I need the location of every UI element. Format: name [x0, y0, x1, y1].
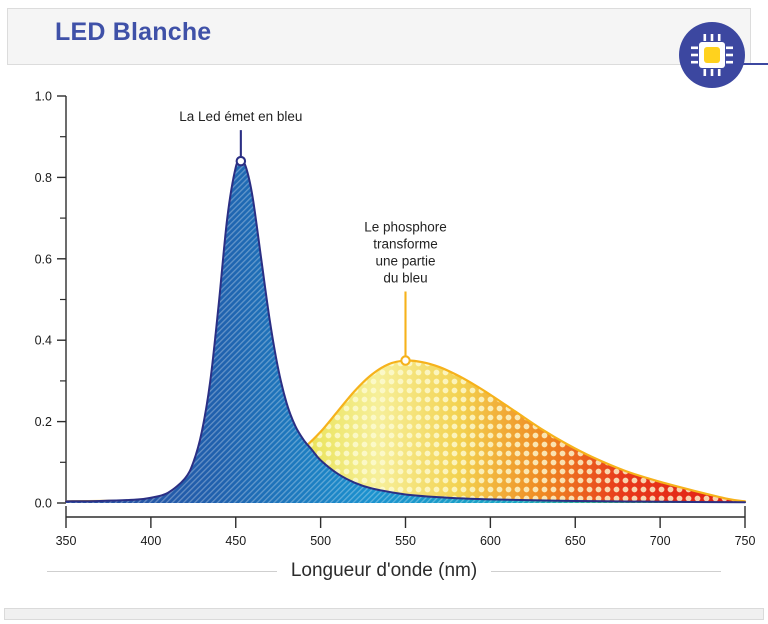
x-axis-caption-row: Longueur d'onde (nm)	[0, 556, 768, 586]
led-chip-icon	[679, 22, 745, 88]
x-tick-label: 550	[395, 534, 416, 548]
y-tick-label: 1.0	[35, 90, 52, 104]
y-tick-label: 0.2	[35, 415, 52, 429]
x-tick-label: 450	[225, 534, 246, 548]
y-tick-label: 0.0	[35, 497, 52, 511]
annotation-line: La Led émet en bleu	[179, 109, 302, 124]
header-bar	[7, 8, 751, 65]
annotation-line: Le phosphore	[364, 220, 447, 235]
x-axis-label: Longueur d'onde (nm)	[290, 560, 478, 581]
caption-rule-right	[491, 570, 722, 572]
x-tick-label: 700	[650, 534, 671, 548]
chart-annotations: La Led émet en bleu Le phosphore transform…	[179, 109, 447, 366]
y-tick-label: 0.6	[35, 252, 52, 266]
annotation-line: transforme	[373, 237, 438, 252]
page-title: LED Blanche	[55, 18, 212, 46]
x-tick-label: 750	[735, 534, 756, 548]
x-tick-label: 400	[140, 534, 161, 548]
annotation-line: du bleu	[383, 271, 427, 286]
x-tick-label: 650	[565, 534, 586, 548]
annotation-blue-emission-note: La Led émet en bleu	[179, 109, 302, 167]
x-tick-label: 500	[310, 534, 331, 548]
x-tick-label: 600	[480, 534, 501, 548]
footer-bar	[4, 608, 764, 620]
caption-rule-left	[46, 570, 277, 572]
spectrum-chart: 0.0 0.2 0.4 0.6 0.8 1.0 350 400 450 500 550 600 650 7…	[0, 80, 768, 550]
annotation-phosphor-note: Le phosphore transforme une partie du bleu	[364, 220, 447, 366]
chart-canvas: 0.0 0.2 0.4 0.6 0.8 1.0 350 400 450 500 550 600 650 7…	[35, 90, 756, 549]
y-tick-label: 0.4	[35, 334, 52, 348]
x-tick-label: 350	[56, 534, 77, 548]
annotation-line: une partie	[375, 254, 435, 269]
y-tick-label: 0.8	[35, 171, 52, 185]
chart-axes: 0.0 0.2 0.4 0.6 0.8 1.0 350 400 450 500 550 600 650 7…	[35, 90, 756, 549]
